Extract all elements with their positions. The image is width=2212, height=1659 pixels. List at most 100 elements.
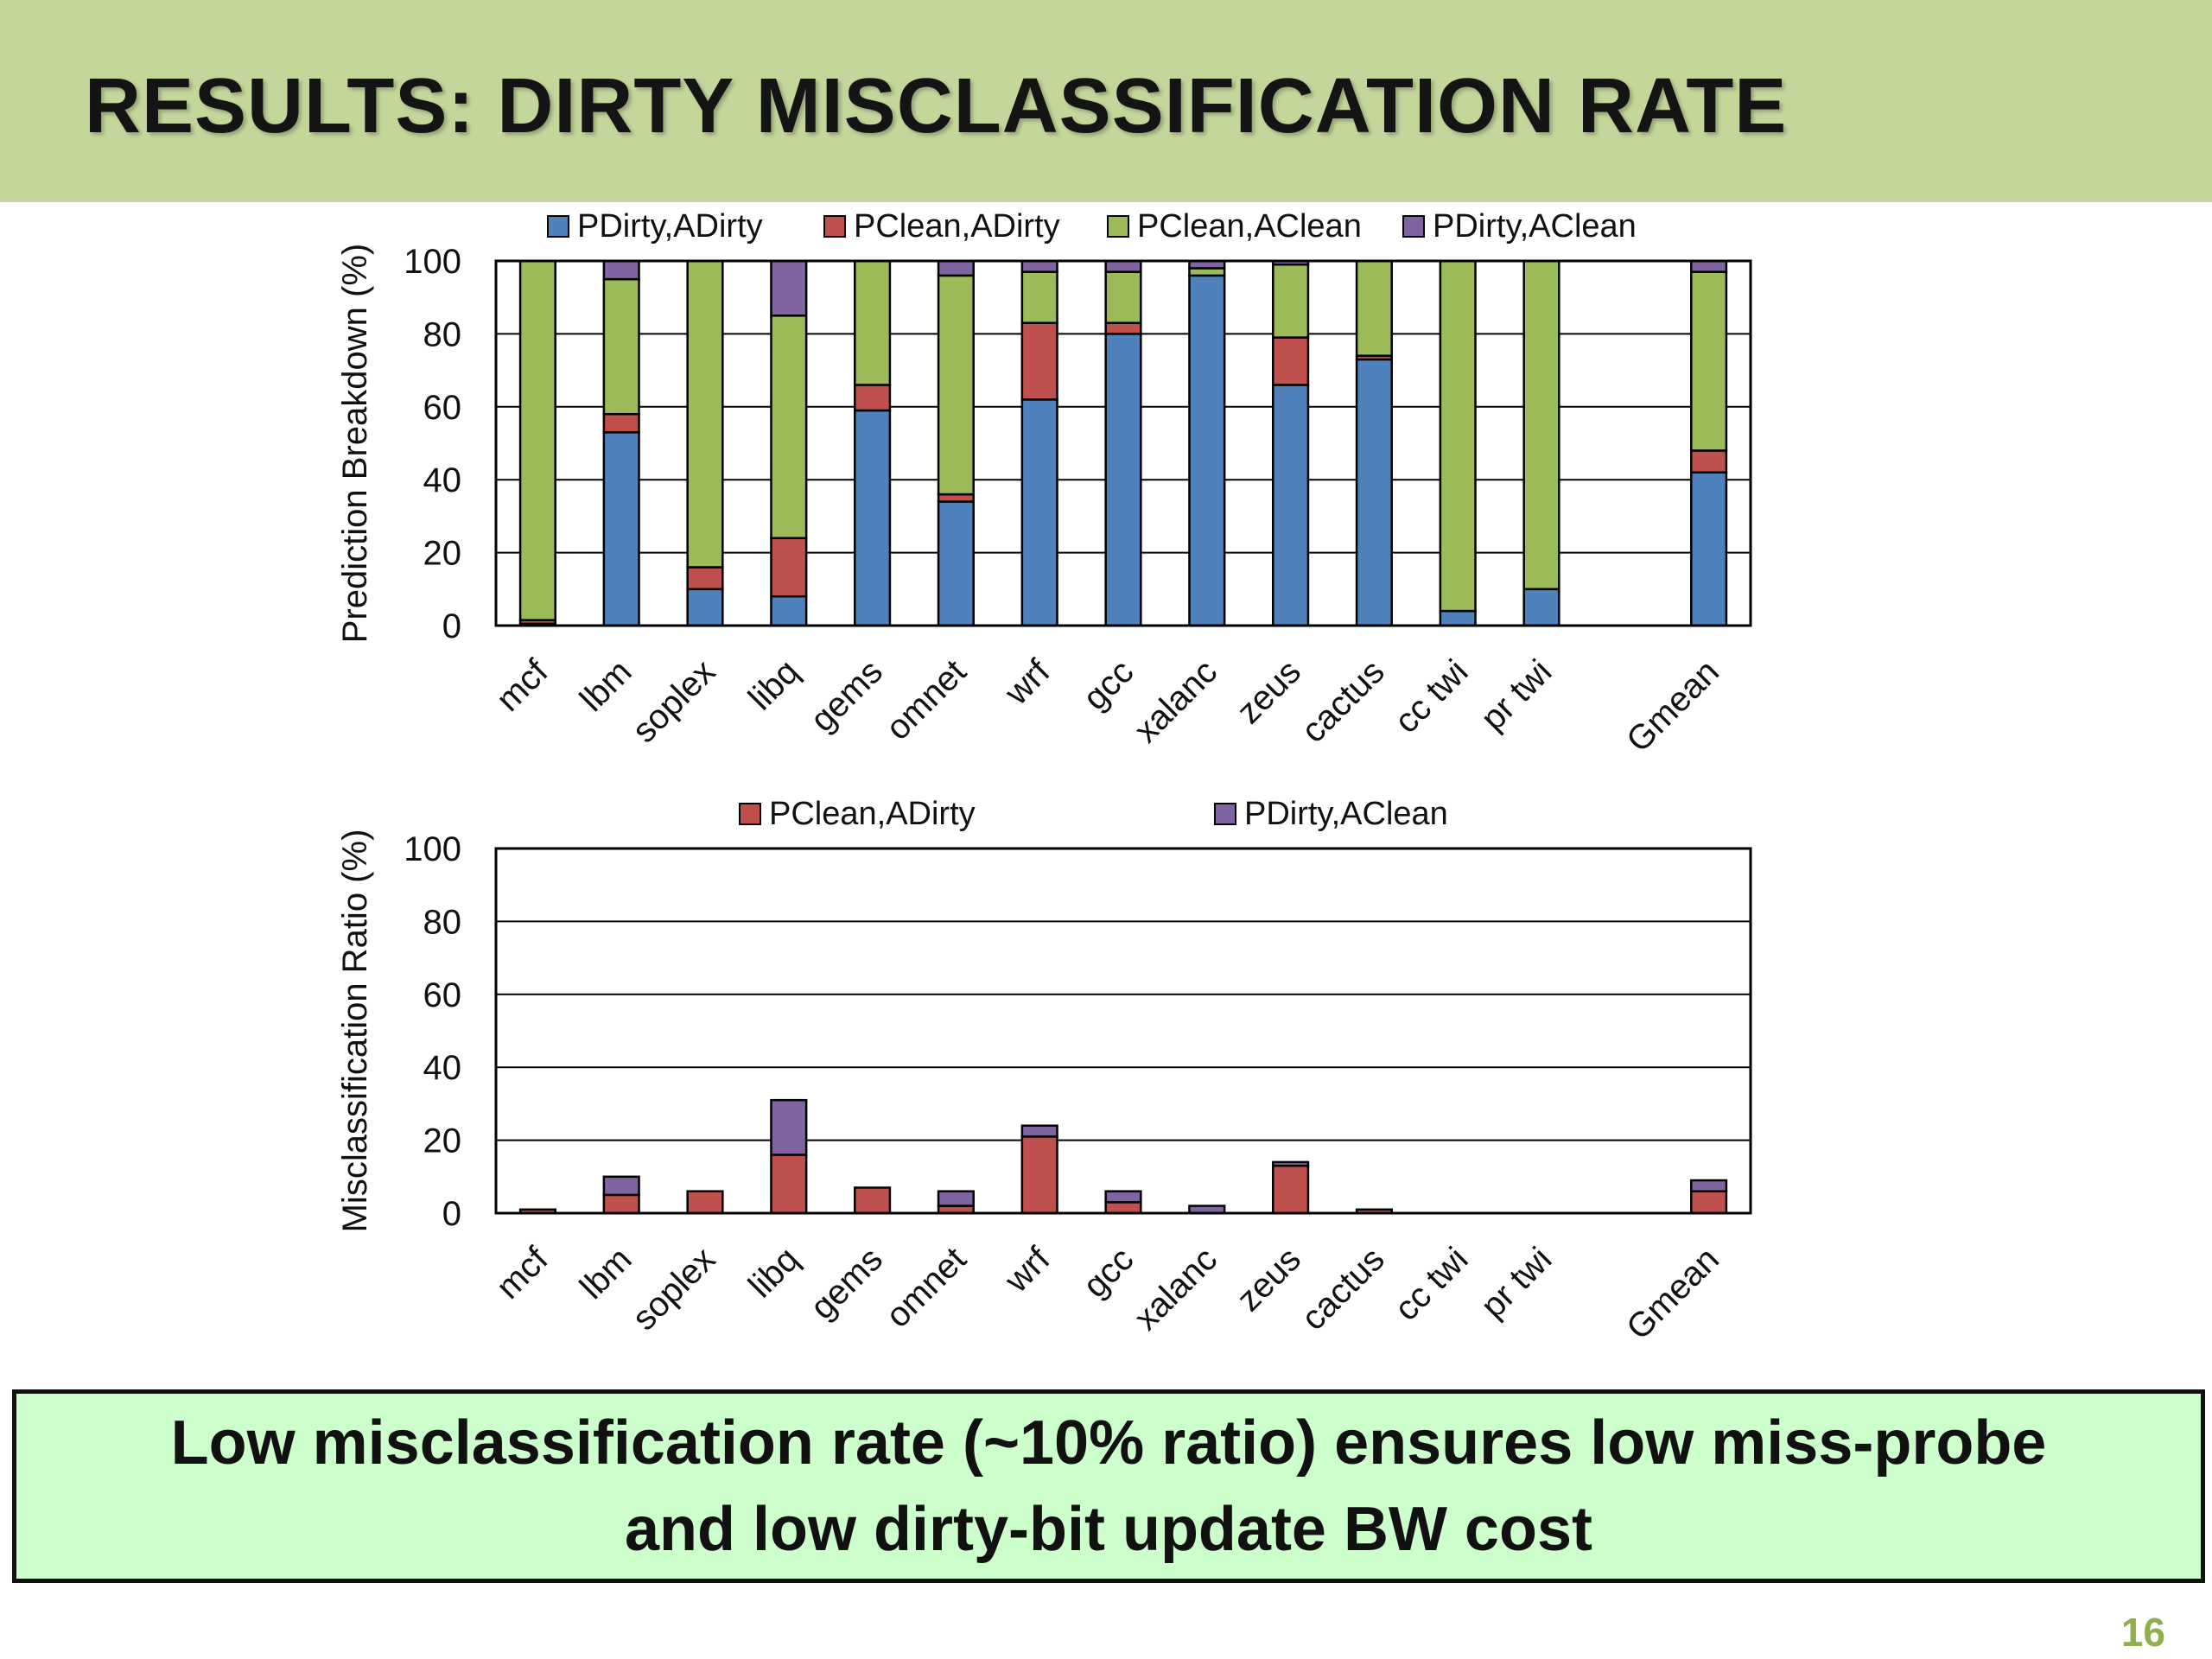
x-tick-label-lbm: lbm — [573, 652, 639, 719]
x-tick-label-pr-twi: pr twi — [1474, 652, 1560, 738]
x-tick-label-gmean: Gmean — [1619, 1240, 1726, 1347]
legend-label-pdirty-aclean: PDirty,AClean — [1244, 796, 1448, 832]
x-tick-label-cactus: cactus — [1294, 1240, 1392, 1338]
bar-pdirty-aclean-libq — [770, 259, 808, 317]
plot-border — [494, 847, 1752, 1215]
bar-pclean-adirty-gems — [854, 1186, 892, 1215]
x-tick-label-soplex: soplex — [625, 1240, 722, 1338]
bar-pdirty-adirty-wrf — [1020, 398, 1058, 627]
bar-pclean-aclean-gmean — [1690, 270, 1728, 452]
y-tick-label: 40 — [423, 1049, 462, 1087]
legend-swatch-pdirty-aclean — [1214, 803, 1236, 825]
bar-pclean-adirty-gcc — [1104, 1201, 1142, 1215]
x-tick-label-wrf: wrf — [997, 1240, 1058, 1300]
y-tick-label: 20 — [423, 535, 462, 573]
x-tick-label-mcf: mcf — [489, 1240, 556, 1306]
x-tick-label-mcf: mcf — [489, 652, 556, 719]
legend-label-pclean-adirty: PClean,ADirty — [854, 208, 1060, 245]
y-tick-label: 40 — [423, 461, 462, 499]
y-tick-label: 80 — [423, 903, 462, 941]
x-tick-label-xalanc: xalanc — [1127, 652, 1224, 750]
bar-pdirty-aclean-lbm — [602, 1175, 640, 1197]
legend-swatch-pclean-aclean — [1107, 215, 1129, 238]
bar-pdirty-adirty-libq — [770, 594, 808, 627]
legend-swatch-pdirty-aclean — [1402, 215, 1425, 238]
bar-pdirty-aclean-gmean — [1690, 1179, 1728, 1192]
x-tick-label-wrf: wrf — [997, 652, 1058, 713]
bar-pclean-aclean-mcf — [518, 259, 556, 621]
bar-pdirty-aclean-gcc — [1104, 1190, 1142, 1204]
legend-swatch-pdirty-adirty — [547, 215, 569, 238]
bar-pdirty-aclean-omnet — [937, 1190, 975, 1207]
x-tick-label-gems: gems — [804, 1240, 890, 1326]
bar-pdirty-aclean-wrf — [1020, 259, 1058, 273]
y-tick-label: 80 — [423, 315, 462, 353]
bar-pclean-adirty-wrf — [1020, 321, 1058, 401]
x-tick-label-zeus: zeus — [1230, 652, 1308, 731]
summary-box: Low misclassification rate (~10% ratio) … — [12, 1389, 2205, 1583]
bar-pclean-adirty-libq — [770, 537, 808, 598]
bar-pdirty-adirty-pr-twi — [1522, 588, 1560, 627]
x-tick-label-cc-twi: cc twi — [1388, 652, 1476, 741]
y-axis-label: Prediction Breakdown (%) — [336, 244, 374, 643]
bar-pclean-adirty-omnet — [937, 493, 975, 503]
y-tick-label: 0 — [442, 1195, 461, 1233]
bar-pclean-adirty-libq — [770, 1154, 808, 1215]
x-tick-label-cactus: cactus — [1294, 652, 1392, 750]
x-tick-label-soplex: soplex — [625, 652, 722, 750]
y-tick-label: 100 — [404, 830, 461, 868]
y-tick-label: 100 — [404, 243, 461, 281]
x-tick-label-cc-twi: cc twi — [1388, 1240, 1476, 1328]
bar-pclean-aclean-gems — [854, 259, 892, 386]
y-tick-label: 20 — [423, 1122, 462, 1160]
bar-pdirty-adirty-gmean — [1690, 471, 1728, 627]
y-tick-label: 60 — [423, 976, 462, 1014]
summary-line-1: Low misclassification rate (~10% ratio) … — [170, 1408, 2047, 1478]
bar-pdirty-adirty-lbm — [602, 431, 640, 627]
legend-label-pclean-aclean: PClean,AClean — [1137, 208, 1362, 245]
x-tick-label-gcc: gcc — [1076, 652, 1141, 717]
x-tick-label-gmean: Gmean — [1619, 652, 1726, 760]
plot-border — [494, 259, 1752, 627]
bar-pclean-aclean-zeus — [1272, 263, 1310, 339]
bar-pdirty-adirty-cactus — [1355, 358, 1393, 627]
bar-pclean-adirty-zeus — [1272, 336, 1310, 386]
x-tick-label-xalanc: xalanc — [1127, 1240, 1224, 1338]
bar-pclean-adirty-lbm — [602, 1193, 640, 1215]
x-tick-label-zeus: zeus — [1230, 1240, 1308, 1319]
bar-pclean-aclean-lbm — [602, 277, 640, 416]
bar-pdirty-adirty-gcc — [1104, 333, 1142, 627]
bar-pdirty-aclean-wrf — [1020, 1124, 1058, 1138]
x-tick-label-omnet: omnet — [879, 652, 974, 747]
bar-pclean-adirty-wrf — [1020, 1135, 1058, 1215]
y-axis-label: Misclassification Ratio (%) — [336, 830, 374, 1233]
x-tick-label-libq: libq — [741, 652, 806, 717]
legend-swatch-pclean-adirty — [823, 215, 846, 238]
legend-label-pdirty-adirty: PDirty,ADirty — [577, 208, 763, 245]
bar-pdirty-aclean-gmean — [1690, 259, 1728, 273]
bar-pdirty-adirty-gems — [854, 409, 892, 627]
x-tick-label-lbm: lbm — [573, 1240, 639, 1306]
slide-title: RESULTS: DIRTY MISCLASSIFICATION RATE — [85, 63, 1788, 149]
bar-pclean-adirty-zeus — [1272, 1164, 1310, 1215]
bar-pclean-aclean-xalanc — [1188, 267, 1226, 277]
bar-pclean-aclean-libq — [770, 315, 808, 539]
y-tick-label: 0 — [442, 607, 461, 645]
legend-label-pclean-adirty: PClean,ADirty — [769, 796, 976, 832]
legend-label-pdirty-aclean: PDirty,AClean — [1433, 208, 1637, 245]
x-tick-label-gcc: gcc — [1076, 1240, 1141, 1305]
bar-pdirty-adirty-cc-twi — [1439, 609, 1477, 627]
bar-pclean-aclean-wrf — [1020, 270, 1058, 324]
legend-swatch-pclean-adirty — [739, 803, 761, 825]
bar-pclean-aclean-gcc — [1104, 270, 1142, 324]
bar-pclean-adirty-soplex — [686, 566, 724, 591]
bar-pclean-adirty-lbm — [602, 412, 640, 434]
bar-pdirty-adirty-soplex — [686, 588, 724, 627]
bar-pclean-aclean-soplex — [686, 259, 724, 569]
bar-pclean-adirty-gmean — [1690, 1190, 1728, 1215]
bar-pclean-aclean-omnet — [937, 274, 975, 496]
bar-pclean-adirty-soplex — [686, 1190, 724, 1215]
bar-pclean-aclean-cc-twi — [1439, 259, 1477, 613]
bar-pclean-aclean-cactus — [1355, 259, 1393, 357]
